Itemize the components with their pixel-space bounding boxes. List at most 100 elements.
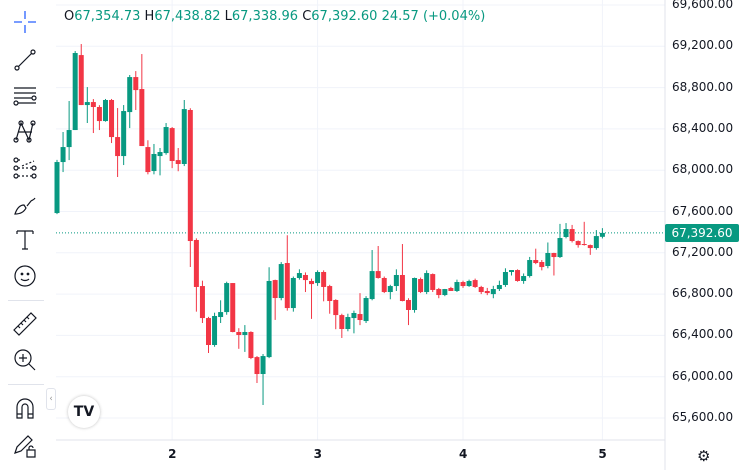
price-tick-label: 68,000.00 xyxy=(672,162,734,177)
candle-up xyxy=(521,276,527,281)
candle-up xyxy=(66,130,72,148)
candle-down xyxy=(587,245,593,249)
candle-up xyxy=(454,282,460,292)
price-tick-label: 68,800.00 xyxy=(672,79,734,94)
candle-up xyxy=(593,236,599,249)
candle-down xyxy=(418,279,424,293)
high-value: 67,438.82 xyxy=(154,9,221,24)
candle-up xyxy=(496,285,502,290)
candle-down xyxy=(78,55,84,106)
time-tick-label: 4 xyxy=(459,447,468,461)
brush-icon[interactable] xyxy=(10,190,40,220)
toolbar-divider xyxy=(8,300,44,301)
candle-down xyxy=(339,315,345,329)
candle-up xyxy=(509,270,514,273)
candle-down xyxy=(333,299,339,316)
trend-line-icon[interactable] xyxy=(10,45,40,75)
candle-up xyxy=(84,102,90,106)
zoom-in-icon[interactable] xyxy=(10,345,40,375)
candle-down xyxy=(478,286,484,293)
candle-up xyxy=(563,229,569,238)
candle-up xyxy=(393,274,399,287)
candle-down xyxy=(169,128,175,162)
candle-down xyxy=(193,239,199,287)
pattern-icon[interactable] xyxy=(10,116,40,146)
candle-down xyxy=(272,280,278,299)
candle-down xyxy=(302,274,308,281)
candle-up xyxy=(54,162,60,214)
close-label: C xyxy=(302,9,312,24)
candle-down xyxy=(381,277,387,293)
candle-up xyxy=(278,264,284,299)
candle-down xyxy=(145,147,151,173)
magnet-icon[interactable] xyxy=(10,394,40,424)
horizontal-lines-icon[interactable] xyxy=(10,81,40,111)
open-label: O xyxy=(64,9,75,24)
candle-down xyxy=(581,244,587,246)
candle-down xyxy=(309,280,315,285)
ruler-icon[interactable] xyxy=(10,309,40,339)
candle-up xyxy=(157,152,163,157)
price-tick-label: 69,200.00 xyxy=(672,38,734,53)
price-tick-label: 66,400.00 xyxy=(672,327,734,342)
low-label: L xyxy=(224,9,232,24)
candle-up xyxy=(60,147,66,163)
crosshair-icon[interactable] xyxy=(10,7,40,37)
candle-down xyxy=(539,261,545,268)
candle-down xyxy=(569,229,575,242)
candle-up xyxy=(466,280,472,287)
price-tick-label: 67,200.00 xyxy=(672,244,734,259)
current-price-label: 67,392.60 xyxy=(665,223,739,242)
candle-up xyxy=(490,289,496,295)
lock-drawing-icon[interactable] xyxy=(10,431,40,461)
ohlc-legend: O67,354.73 H67,438.82 L67,338.96 C67,392… xyxy=(64,9,485,24)
candle-down xyxy=(115,137,121,157)
high-label: H xyxy=(144,9,155,24)
candle-down xyxy=(321,272,327,287)
candle-up xyxy=(212,315,218,346)
candle-down xyxy=(375,271,381,278)
candle-down xyxy=(90,102,96,108)
candle-up xyxy=(442,289,448,296)
candle-up xyxy=(242,331,248,335)
candle-down xyxy=(460,282,466,287)
candle-up xyxy=(224,283,230,313)
candle-up xyxy=(266,280,272,358)
candle-down xyxy=(551,253,557,258)
emoji-icon[interactable] xyxy=(10,261,40,291)
time-tick-label: 2 xyxy=(168,447,177,461)
candle-up xyxy=(181,109,187,165)
price-tick-label: 68,400.00 xyxy=(672,120,734,135)
change-value: 24.57 (+0.04%) xyxy=(381,9,486,24)
candle-down xyxy=(357,314,363,321)
candle-down xyxy=(533,260,539,264)
candle-down xyxy=(133,77,139,91)
tradingview-logo[interactable]: TV xyxy=(68,396,100,428)
candle-up xyxy=(412,277,418,311)
candle-down xyxy=(399,274,405,302)
candle-down xyxy=(199,286,205,319)
candle-up xyxy=(151,153,157,172)
candle-up xyxy=(351,312,357,319)
text-icon[interactable] xyxy=(10,225,40,255)
open-value: 67,354.73 xyxy=(74,9,141,24)
candle-down xyxy=(109,99,115,138)
candle-up xyxy=(424,273,430,293)
collapse-toolbar-handle[interactable]: ‹ xyxy=(46,388,56,410)
candle-up xyxy=(127,77,133,113)
candle-up xyxy=(345,317,351,329)
candle-down xyxy=(448,288,454,292)
candle-down xyxy=(175,160,181,165)
forecast-icon[interactable] xyxy=(10,153,40,183)
candle-down xyxy=(96,107,102,122)
candle-up xyxy=(387,286,393,293)
candle-down xyxy=(206,318,211,346)
candle-up xyxy=(163,127,169,154)
time-tick-label: 3 xyxy=(313,447,322,461)
toolbar-divider xyxy=(8,384,44,385)
candle-up xyxy=(290,277,296,309)
candle-up xyxy=(545,253,551,267)
settings-gear-icon[interactable]: ⚙ xyxy=(697,447,711,465)
drawing-toolbar xyxy=(0,0,50,470)
